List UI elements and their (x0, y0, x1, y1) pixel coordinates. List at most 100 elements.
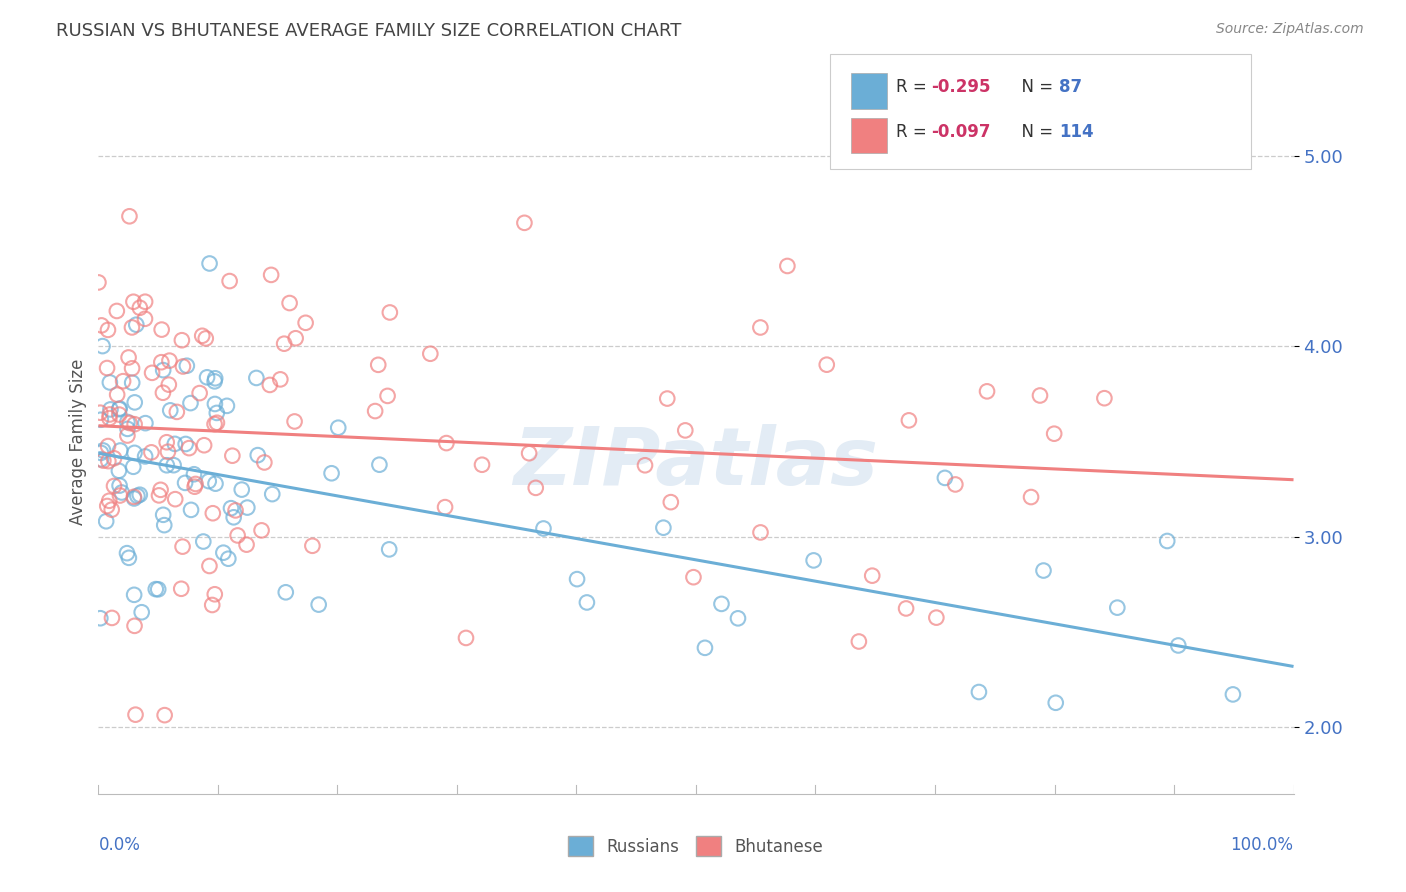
Point (231, 483, 253, 497)
Text: 100.0%: 100.0% (1230, 836, 1294, 854)
Point (222, 510, 245, 524)
Point (205, 416, 228, 430)
Point (183, 467, 205, 482)
Point (156, 435, 179, 450)
Point (219, 501, 242, 516)
Point (1107, 600, 1129, 615)
Point (115, 546, 138, 560)
Point (97, 323, 120, 337)
Point (749, 525, 772, 540)
Point (98, 493, 121, 508)
Point (134, 311, 156, 326)
Point (454, 631, 477, 645)
Point (180, 503, 202, 517)
Point (925, 610, 948, 624)
Point (174, 437, 197, 451)
Point (860, 568, 883, 582)
Point (90, 413, 112, 427)
Point (128, 301, 150, 315)
Point (434, 436, 457, 450)
Point (246, 448, 269, 462)
Point (193, 534, 215, 549)
Point (159, 353, 181, 368)
Point (134, 416, 156, 430)
Point (111, 485, 134, 500)
Point (652, 521, 675, 535)
Point (124, 417, 146, 432)
Point (134, 450, 156, 464)
Point (90, 452, 112, 467)
Point (278, 296, 301, 310)
Point (894, 601, 917, 615)
Point (183, 480, 205, 494)
Point (128, 488, 150, 502)
Point (524, 481, 547, 495)
Point (191, 328, 214, 343)
Point (710, 597, 733, 611)
Point (121, 376, 143, 390)
Point (90, 318, 112, 333)
Point (218, 274, 240, 288)
Point (897, 413, 920, 427)
Point (122, 588, 145, 602)
Point (98, 376, 121, 390)
Point (201, 598, 224, 612)
Point (89, 406, 111, 420)
Point (117, 351, 139, 365)
Point (150, 323, 173, 337)
Point (194, 331, 217, 345)
Point (125, 318, 148, 332)
Point (204, 587, 226, 601)
Y-axis label: Average Family Size: Average Family Size (69, 359, 87, 524)
Point (226, 528, 249, 542)
Point (204, 397, 226, 411)
Point (434, 500, 457, 515)
Point (98, 408, 121, 422)
Point (215, 399, 238, 413)
Point (1222, 687, 1244, 701)
Point (103, 451, 125, 466)
Point (141, 366, 163, 380)
Point (156, 458, 179, 473)
Point (943, 477, 966, 491)
Point (236, 500, 259, 515)
Text: R =: R = (896, 78, 932, 96)
Text: N =: N = (1011, 123, 1059, 141)
Point (328, 421, 350, 435)
Point (195, 370, 218, 384)
Point (97, 439, 120, 453)
Point (197, 474, 219, 488)
Point (1167, 639, 1189, 653)
Point (148, 488, 170, 502)
Point (378, 542, 401, 557)
Point (682, 570, 704, 584)
Point (152, 363, 174, 377)
Point (117, 428, 139, 442)
Point (419, 347, 441, 361)
Point (204, 371, 226, 385)
Point (693, 640, 716, 655)
Text: Source: ZipAtlas.com: Source: ZipAtlas.com (1216, 22, 1364, 37)
Point (976, 384, 998, 399)
Point (673, 423, 696, 437)
Point (221, 449, 243, 463)
Point (198, 559, 221, 574)
Point (284, 331, 307, 345)
Point (162, 458, 184, 473)
Point (727, 611, 749, 625)
Point (101, 611, 124, 625)
Point (284, 414, 307, 428)
Point (134, 294, 156, 309)
Point (378, 305, 401, 319)
Point (97, 454, 120, 468)
Point (184, 477, 207, 491)
Point (225, 503, 247, 517)
Point (100, 402, 122, 417)
Point (301, 539, 323, 553)
Point (235, 538, 257, 552)
Point (471, 458, 494, 472)
Point (364, 404, 387, 418)
Text: R =: R = (896, 123, 932, 141)
Point (377, 389, 399, 403)
Point (1043, 426, 1066, 441)
